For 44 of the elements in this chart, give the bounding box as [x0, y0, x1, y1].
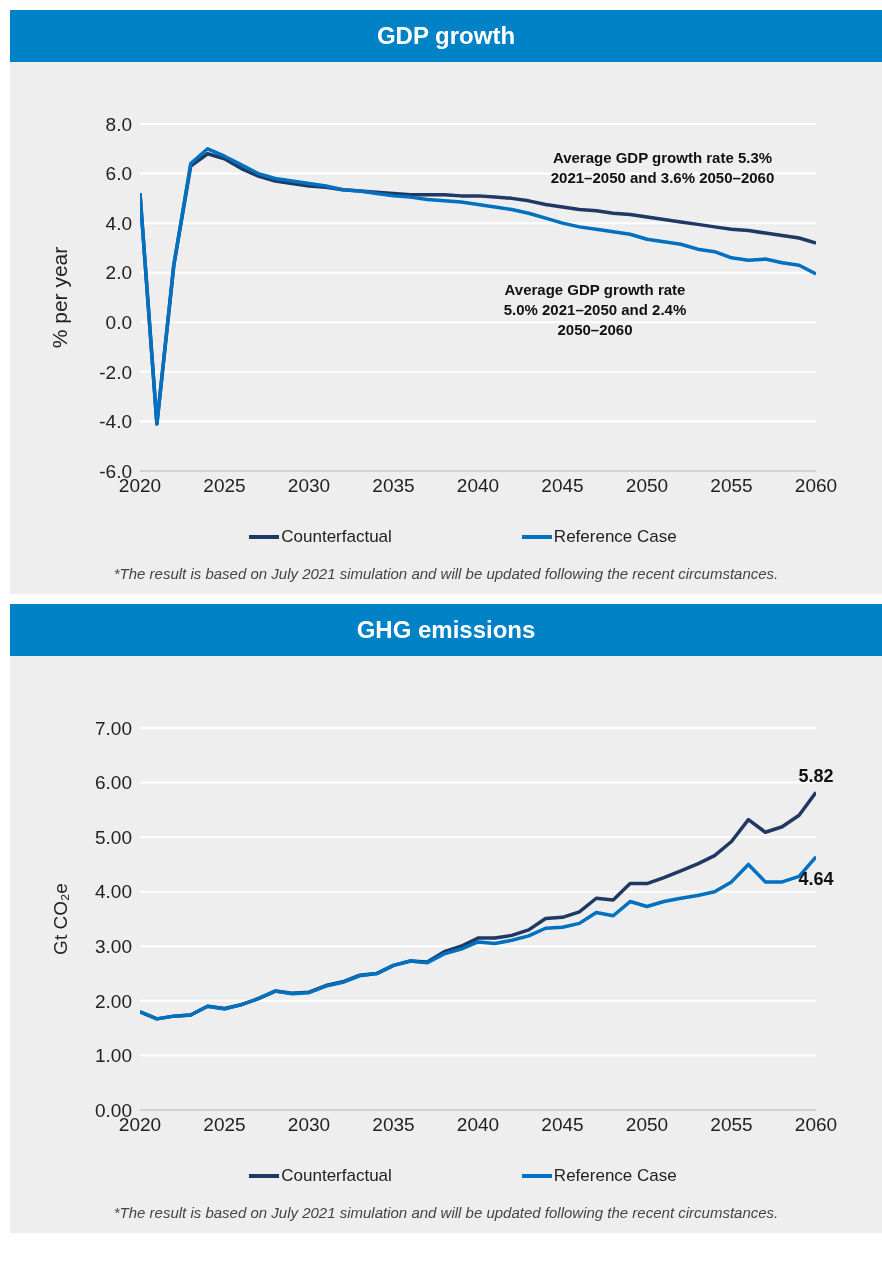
y-tick-label: 7.00	[95, 717, 132, 739]
y-tick-label: 2.00	[95, 990, 132, 1012]
y-tick-label: 4.0	[105, 212, 132, 234]
x-tick-label: 2035	[372, 475, 415, 497]
legend-label: Counterfactual	[280, 1166, 392, 1186]
annotation: 5.82	[798, 766, 834, 787]
x-tick-label: 2050	[625, 1114, 669, 1136]
chart-title: GDP growth	[10, 10, 882, 62]
chart-title: GHG emissions	[10, 604, 882, 656]
x-tick-label: 2045	[541, 1114, 584, 1136]
x-tick-label: 2040	[456, 475, 500, 497]
x-tick-label: 2030	[287, 475, 331, 497]
y-tick-label: 8.0	[105, 113, 132, 135]
text: *The result is based on July 2021 simulation and will be updated following the recent circumstances.	[112, 564, 780, 584]
x-tick-label: 2055	[710, 1114, 753, 1136]
x-tick-label: 2025	[203, 475, 246, 497]
x-tick-label: 2045	[541, 475, 584, 497]
y-axis-title: Gt CO₂e	[49, 883, 71, 955]
legend-label: Reference Case	[552, 527, 677, 547]
y-tick-label: 3.00	[95, 936, 132, 958]
y-tick-label: 5.00	[95, 826, 132, 848]
annotation: Average GDP growth rate 5.3% 2021–2050 and 3.6% 2050–2060	[549, 148, 776, 188]
x-tick-label: 2060	[794, 1114, 838, 1136]
annotation: Average GDP growth rate 5.0% 2021–2050 and 2.4% 2050–2060	[502, 280, 688, 340]
annotation: 4.64	[798, 868, 834, 889]
y-tick-label: 6.00	[95, 772, 132, 794]
x-tick-label: 2030	[287, 1114, 331, 1136]
x-tick-label: 2040	[456, 1114, 500, 1136]
y-tick-label: 0.0	[105, 312, 132, 334]
y-axis-title: % per year	[48, 246, 72, 349]
x-tick-label: 2060	[794, 475, 838, 497]
x-tick-label: 2035	[372, 1114, 415, 1136]
y-tick-label: -4.0	[99, 411, 132, 433]
text: *The result is based on July 2021 simulation and will be updated following the recent circumstances.	[112, 1203, 780, 1223]
x-tick-label: 2050	[625, 475, 669, 497]
y-tick-label: 4.00	[95, 881, 132, 903]
y-tick-label: 6.0	[105, 163, 132, 185]
y-tick-label: -2.0	[99, 361, 132, 383]
x-tick-label: 2055	[710, 475, 753, 497]
legend-label: Counterfactual	[280, 527, 392, 547]
y-tick-label: 1.00	[95, 1045, 132, 1067]
y-tick-label: 2.0	[105, 262, 132, 284]
x-tick-label: 2025	[203, 1114, 246, 1136]
legend-label: Reference Case	[552, 1166, 677, 1186]
